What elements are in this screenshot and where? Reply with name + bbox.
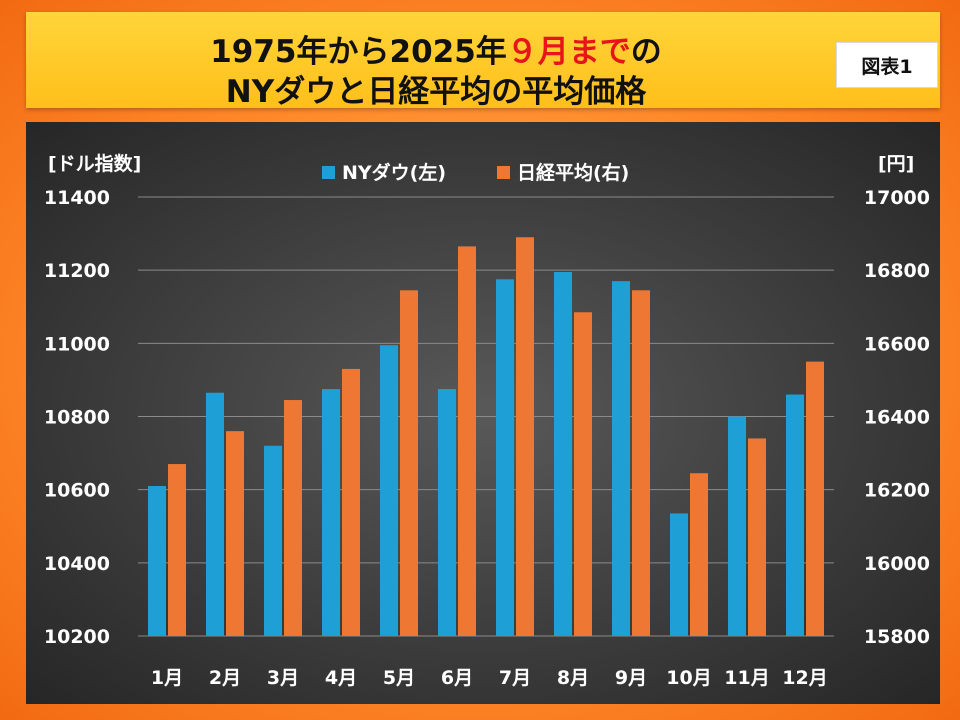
x-tick-label: 1月 — [151, 667, 183, 689]
legend-label-nikkei: 日経平均(右) — [517, 161, 629, 184]
bar-nikkei-10 — [690, 473, 708, 636]
title-text-after: の — [630, 34, 662, 70]
title-text-before: 1975年から2025年 — [210, 34, 507, 70]
bar-nikkei-4 — [342, 368, 360, 636]
right-tick-label: 17000 — [864, 187, 930, 209]
chart-title-line2: NYダウと日経平均の平均価格 — [225, 74, 647, 110]
right-tick-label: 16600 — [864, 333, 930, 355]
bar-nikkei-9 — [632, 290, 650, 636]
x-tick-label: 5月 — [383, 667, 415, 689]
x-tick-label: 9月 — [615, 667, 647, 689]
bar-ny-11 — [728, 416, 746, 636]
right-tick-label: 16800 — [864, 260, 930, 282]
bar-nikkei-2 — [226, 431, 244, 636]
bar-ny-6 — [438, 389, 456, 636]
bars — [148, 237, 824, 636]
left-tick-label: 10800 — [44, 407, 110, 429]
bar-nikkei-11 — [748, 438, 766, 636]
legend-label-ny: NYダウ(左) — [342, 161, 446, 184]
bar-nikkei-6 — [458, 246, 476, 636]
bar-nikkei-12 — [806, 361, 824, 636]
x-tick-label: 10月 — [666, 667, 711, 689]
figure-badge: 図表1 — [836, 42, 938, 88]
bar-ny-9 — [612, 281, 630, 636]
bar-nikkei-5 — [400, 290, 418, 636]
bar-ny-4 — [322, 389, 340, 636]
legend-swatch-nikkei — [497, 166, 510, 179]
bar-ny-2 — [206, 392, 224, 636]
x-axis-labels: 1月 2月 3月 4月 5月 6月 7月 8月 9月 10月 11月 12月 — [151, 667, 828, 689]
left-axis-label: [ドル指数] — [48, 152, 141, 175]
right-tick-label: 16200 — [864, 480, 930, 502]
left-tick-label: 10400 — [44, 553, 110, 575]
left-tick-label: 11200 — [44, 260, 110, 282]
bar-ny-7 — [496, 279, 514, 636]
right-axis: [円] 17000 16800 16600 16400 16200 16000 15800 — [864, 153, 930, 648]
chart-panel: [ドル指数] 11400 11200 11000 10800 10600 10400 102… — [26, 122, 940, 704]
x-tick-label: 11月 — [724, 667, 769, 689]
left-tick-label: 11000 — [44, 333, 110, 355]
bar-ny-8 — [554, 271, 572, 636]
bar-chart: [ドル指数] 11400 11200 11000 10800 10600 10400 102… — [44, 152, 930, 689]
left-tick-label: 11400 — [44, 187, 110, 209]
legend: NYダウ(左) 日経平均(右) — [322, 161, 629, 184]
x-tick-label: 2月 — [209, 667, 241, 689]
x-tick-label: 4月 — [325, 667, 357, 689]
x-tick-label: 12月 — [782, 667, 827, 689]
bar-nikkei-3 — [284, 400, 302, 636]
chart-title-line1: 1975年から2025年９月までの — [26, 26, 846, 71]
bar-nikkei-8 — [574, 312, 592, 636]
left-tick-label: 10600 — [44, 480, 110, 502]
x-tick-label: 7月 — [499, 667, 531, 689]
x-tick-label: 3月 — [267, 667, 299, 689]
bar-nikkei-1 — [168, 464, 186, 636]
bar-ny-5 — [380, 345, 398, 636]
right-tick-label: 16000 — [864, 553, 930, 575]
right-axis-label: [円] — [878, 153, 914, 175]
bar-nikkei-7 — [516, 237, 534, 636]
right-tick-label: 15800 — [864, 626, 930, 648]
left-axis: [ドル指数] 11400 11200 11000 10800 10600 10400 102… — [44, 152, 141, 648]
title-highlight: ９月まで — [506, 34, 631, 70]
bar-ny-3 — [264, 445, 282, 636]
bar-ny-12 — [786, 394, 804, 636]
title-banner: 1975年から2025年９月までの NYダウと日経平均の平均価格 図表1 — [26, 12, 940, 110]
legend-swatch-ny — [322, 166, 335, 179]
right-tick-label: 16400 — [864, 407, 930, 429]
bar-ny-10 — [670, 513, 688, 636]
x-tick-label: 8月 — [557, 667, 589, 689]
x-tick-label: 6月 — [441, 667, 473, 689]
gridlines — [138, 196, 834, 637]
left-tick-label: 10200 — [44, 626, 110, 648]
bar-ny-1 — [148, 486, 166, 636]
